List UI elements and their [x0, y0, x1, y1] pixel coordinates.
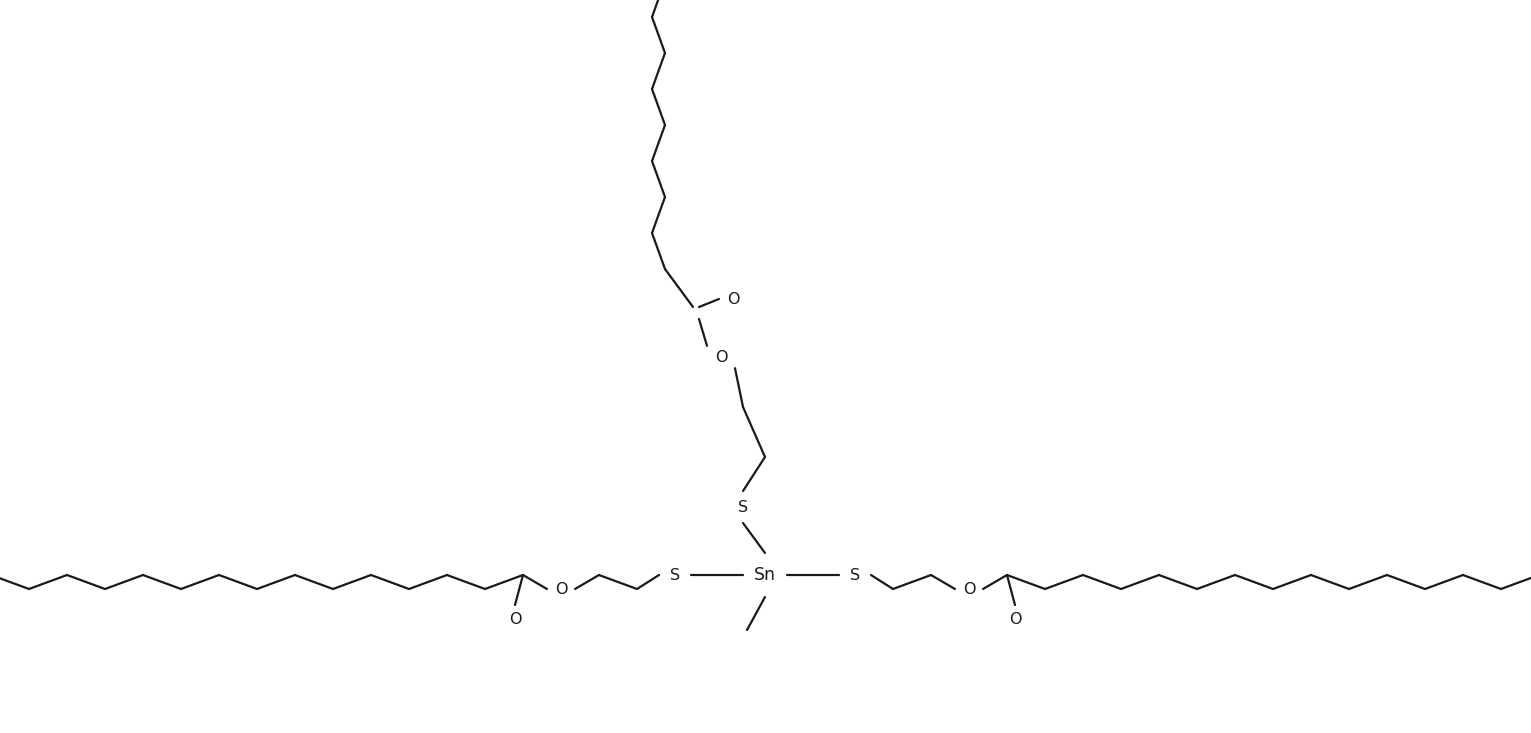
Text: S: S: [738, 499, 749, 515]
Text: O: O: [1009, 611, 1021, 627]
Text: O: O: [554, 581, 568, 597]
Text: O: O: [715, 350, 727, 364]
Text: S: S: [671, 567, 680, 583]
Text: Sn: Sn: [753, 566, 776, 584]
Text: O: O: [508, 611, 521, 627]
Text: O: O: [963, 581, 975, 597]
Text: O: O: [727, 292, 739, 306]
Text: S: S: [850, 567, 860, 583]
